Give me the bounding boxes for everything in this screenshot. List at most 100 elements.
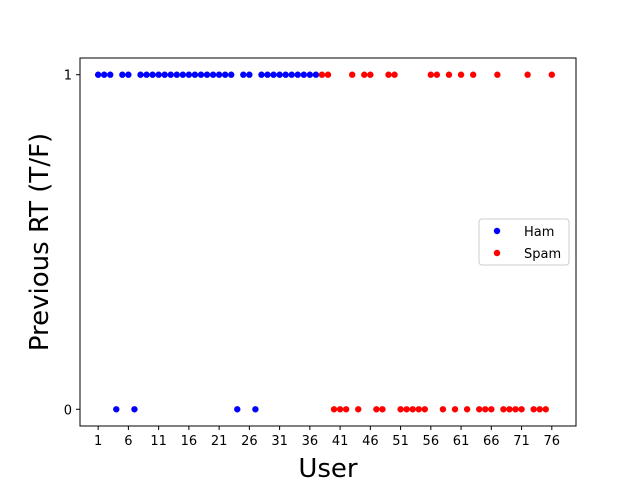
point-ham-12 [161, 71, 168, 78]
x-tick-label: 51 [392, 434, 409, 449]
data-points [94, 71, 555, 413]
point-spam-63 [469, 71, 477, 78]
point-spam-45 [361, 71, 368, 78]
point-ham-23 [228, 71, 235, 78]
legend-box [478, 218, 570, 266]
point-ham-27 [252, 406, 259, 413]
point-ham-25 [240, 71, 247, 78]
point-spam-62 [463, 406, 471, 413]
point-spam-47 [373, 406, 380, 413]
point-ham-34 [294, 71, 301, 78]
point-spam-49 [385, 71, 392, 78]
point-ham-16 [185, 71, 193, 78]
x-axis-ticks: 1 6 11 16 21 26 31 36 41 46 51 56 61 66 71 76 [94, 426, 560, 449]
point-ham-13 [167, 71, 174, 78]
point-ham-24 [234, 406, 241, 413]
point-spam-65 [482, 406, 489, 413]
point-spam-46 [367, 71, 374, 78]
point-ham-14 [173, 71, 180, 78]
point-spam-39 [324, 71, 332, 78]
legend: Ham Spam [478, 218, 570, 266]
point-ham-15 [179, 71, 187, 78]
point-spam-70 [512, 406, 519, 413]
legend-label-ham: Ham [524, 225, 554, 240]
point-spam-71 [518, 406, 525, 413]
point-ham-21 [215, 71, 223, 78]
legend-marker-spam [493, 249, 501, 257]
point-ham-33 [288, 71, 295, 78]
point-ham-20 [209, 71, 217, 78]
point-ham-26 [246, 71, 253, 78]
x-tick-label: 46 [362, 434, 379, 449]
point-spam-55 [421, 406, 428, 413]
point-spam-60 [451, 406, 459, 413]
point-ham-2 [101, 71, 108, 78]
x-tick-label: 56 [423, 434, 440, 449]
legend-label-spam: Spam [524, 247, 561, 262]
point-spam-73 [530, 406, 537, 413]
point-spam-75 [542, 406, 549, 413]
x-tick-label: 36 [302, 434, 319, 449]
x-tick-label: 61 [453, 434, 470, 449]
x-tick-label: 6 [124, 434, 132, 449]
point-spam-69 [506, 406, 513, 413]
point-spam-74 [536, 406, 543, 413]
point-spam-40 [330, 406, 338, 413]
point-spam-51 [397, 406, 404, 413]
plot-frame [79, 57, 577, 427]
point-spam-54 [415, 406, 422, 413]
point-spam-48 [379, 406, 386, 413]
y-tick-label: 1 [64, 69, 72, 84]
x-tick-label: 71 [513, 434, 530, 449]
point-ham-6 [125, 71, 132, 78]
point-spam-59 [445, 71, 453, 78]
y-axis-title: Previous RT (T/F) [25, 133, 55, 351]
legend-marker-ham [493, 227, 501, 235]
point-spam-72 [524, 71, 531, 78]
x-tick-label: 41 [332, 434, 349, 449]
point-spam-57 [433, 71, 441, 78]
point-spam-43 [349, 71, 356, 78]
point-ham-36 [306, 71, 314, 78]
point-ham-4 [113, 406, 120, 413]
point-ham-11 [155, 71, 162, 78]
point-spam-66 [488, 406, 495, 413]
point-ham-29 [264, 71, 271, 78]
point-ham-19 [203, 71, 211, 78]
point-spam-38 [318, 71, 326, 78]
point-spam-76 [548, 71, 555, 78]
point-ham-10 [149, 71, 156, 78]
point-spam-41 [336, 406, 344, 413]
x-tick-label: 21 [211, 434, 228, 449]
point-ham-7 [131, 406, 138, 413]
point-ham-17 [191, 71, 199, 78]
point-spam-67 [494, 71, 501, 78]
point-spam-42 [342, 406, 350, 413]
x-tick-label: 26 [241, 434, 258, 449]
point-spam-68 [500, 406, 507, 413]
point-spam-53 [409, 406, 416, 413]
point-ham-22 [221, 71, 229, 78]
point-ham-37 [312, 71, 320, 78]
point-spam-56 [427, 71, 435, 78]
y-axis-ticks: 01 [64, 69, 80, 418]
point-ham-32 [282, 71, 289, 78]
point-ham-18 [197, 71, 205, 78]
point-spam-61 [457, 71, 465, 78]
point-ham-30 [270, 71, 277, 78]
point-ham-35 [300, 71, 307, 78]
point-ham-9 [143, 71, 150, 78]
point-spam-58 [439, 406, 447, 413]
x-tick-label: 1 [94, 434, 102, 449]
point-spam-64 [476, 406, 483, 413]
x-tick-label: 16 [181, 434, 198, 449]
x-tick-label: 11 [150, 434, 167, 449]
point-ham-3 [107, 71, 114, 78]
x-axis-title: User [298, 454, 358, 480]
point-spam-50 [391, 71, 398, 78]
x-tick-label: 76 [544, 434, 561, 449]
point-spam-44 [355, 406, 362, 413]
x-tick-label: 31 [271, 434, 288, 449]
y-tick-label: 0 [64, 403, 72, 418]
